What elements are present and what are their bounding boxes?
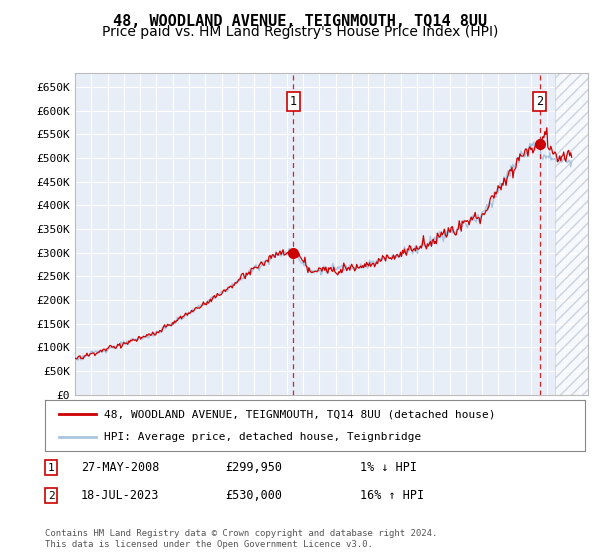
Text: 48, WOODLAND AVENUE, TEIGNMOUTH, TQ14 8UU: 48, WOODLAND AVENUE, TEIGNMOUTH, TQ14 8U… [113,14,487,29]
Text: 16% ↑ HPI: 16% ↑ HPI [360,489,424,502]
Text: 2: 2 [47,491,55,501]
Text: 1% ↓ HPI: 1% ↓ HPI [360,461,417,474]
Text: 27-MAY-2008: 27-MAY-2008 [81,461,160,474]
Text: 2: 2 [536,95,544,108]
Text: 1: 1 [290,95,297,108]
Text: 18-JUL-2023: 18-JUL-2023 [81,489,160,502]
Text: HPI: Average price, detached house, Teignbridge: HPI: Average price, detached house, Teig… [104,432,422,442]
Text: £299,950: £299,950 [225,461,282,474]
Text: Price paid vs. HM Land Registry's House Price Index (HPI): Price paid vs. HM Land Registry's House … [102,25,498,39]
Text: 1: 1 [47,463,55,473]
Text: 48, WOODLAND AVENUE, TEIGNMOUTH, TQ14 8UU (detached house): 48, WOODLAND AVENUE, TEIGNMOUTH, TQ14 8U… [104,409,496,419]
Text: £530,000: £530,000 [225,489,282,502]
Text: Contains HM Land Registry data © Crown copyright and database right 2024.
This d: Contains HM Land Registry data © Crown c… [45,529,437,549]
Bar [556,73,588,395]
